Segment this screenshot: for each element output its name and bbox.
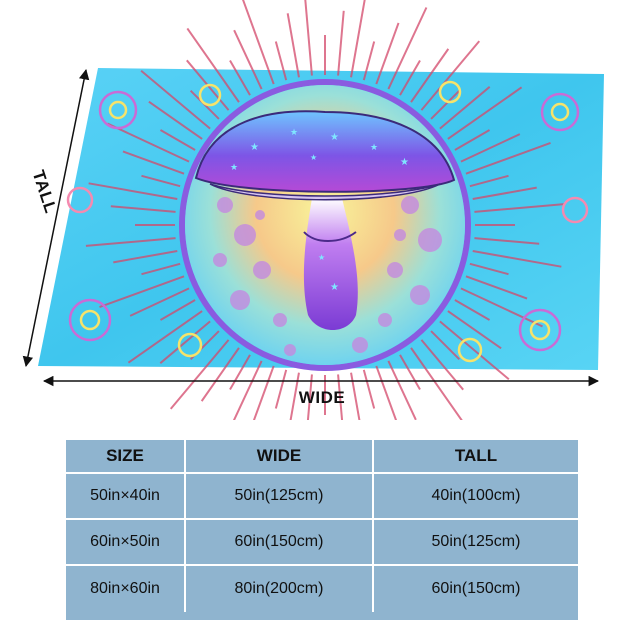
ray-line bbox=[472, 250, 562, 268]
ray-line bbox=[387, 360, 417, 420]
tall-dimension-arrow bbox=[22, 68, 90, 368]
ray-line bbox=[469, 174, 509, 188]
size-table: SIZE WIDE TALL 50in×40in 50in(125cm) 40i… bbox=[66, 440, 578, 620]
ray-line bbox=[99, 275, 185, 309]
ray-line bbox=[387, 7, 428, 90]
ray-line bbox=[399, 59, 421, 96]
ray-line bbox=[286, 13, 300, 78]
ray-line bbox=[129, 287, 190, 317]
ray-line bbox=[350, 0, 366, 78]
circle-spots bbox=[213, 196, 442, 356]
ray-line bbox=[159, 129, 196, 151]
ray-line bbox=[454, 129, 491, 151]
header-wide: WIDE bbox=[186, 440, 374, 474]
ray-line bbox=[465, 275, 528, 300]
ray-line bbox=[122, 150, 185, 175]
svg-text:★: ★ bbox=[310, 153, 317, 162]
ray-line bbox=[186, 27, 240, 103]
ray-line bbox=[362, 41, 376, 81]
ray-line bbox=[88, 182, 178, 200]
ray-line bbox=[85, 237, 176, 247]
svg-text:★: ★ bbox=[330, 282, 339, 293]
ray-line bbox=[474, 237, 540, 245]
svg-text:★: ★ bbox=[318, 253, 325, 262]
header-tall: TALL bbox=[374, 440, 578, 474]
ray-line bbox=[469, 262, 509, 276]
ray-line bbox=[460, 133, 521, 163]
ray-line bbox=[304, 0, 313, 76]
mushroom-stem bbox=[303, 198, 358, 330]
ray-line bbox=[242, 0, 275, 85]
ray-line bbox=[439, 86, 491, 130]
ray-line bbox=[110, 205, 176, 213]
ray-line bbox=[232, 360, 263, 420]
row-2-size: 60in×50in bbox=[66, 520, 186, 566]
ray-line bbox=[420, 40, 481, 111]
svg-text:★: ★ bbox=[370, 143, 378, 153]
row-2-wide: 60in(150cm) bbox=[186, 520, 374, 566]
ray-line bbox=[460, 287, 543, 328]
ray-line bbox=[454, 299, 491, 321]
svg-text:★: ★ bbox=[230, 163, 238, 173]
mushroom-cap bbox=[194, 110, 456, 193]
row-1-tall: 40in(100cm) bbox=[374, 474, 578, 520]
wide-label: WIDE bbox=[298, 388, 346, 407]
ray-line bbox=[141, 174, 181, 188]
row-1-size: 50in×40in bbox=[66, 474, 186, 520]
ray-line bbox=[474, 203, 565, 213]
ray-line bbox=[229, 59, 251, 96]
mushroom-gills bbox=[209, 183, 441, 201]
svg-text:★: ★ bbox=[330, 132, 339, 143]
row-3-wide: 80in(200cm) bbox=[186, 566, 374, 612]
ray-line bbox=[430, 89, 461, 120]
row-3-tall: 60in(150cm) bbox=[431, 580, 521, 597]
ray-line bbox=[410, 48, 450, 103]
ray-line bbox=[107, 122, 190, 163]
ray-line bbox=[233, 29, 263, 90]
row-3-size: 80in×60in bbox=[66, 566, 186, 612]
ray-line bbox=[159, 320, 211, 364]
ray-line bbox=[127, 310, 203, 364]
ray-line bbox=[289, 372, 300, 420]
header-size: SIZE bbox=[66, 440, 186, 474]
ray-line bbox=[439, 320, 510, 381]
ray-line bbox=[337, 10, 345, 76]
blanket-image: ★ ★ ★ ★ ★ ★ ★ ★ ★ bbox=[38, 0, 604, 420]
ray-line bbox=[113, 250, 178, 264]
ray-line bbox=[140, 69, 211, 130]
svg-text:★: ★ bbox=[290, 128, 298, 138]
row-1-wide: 50in(125cm) bbox=[186, 474, 374, 520]
svg-text:★: ★ bbox=[400, 157, 409, 168]
ray-line bbox=[337, 374, 344, 420]
svg-text:★: ★ bbox=[250, 142, 259, 153]
ray-line bbox=[465, 141, 551, 175]
ray-line bbox=[430, 330, 461, 361]
ray-line bbox=[200, 347, 240, 402]
product-illustration: ★ ★ ★ ★ ★ ★ ★ ★ ★ bbox=[22, 0, 604, 420]
row-2-tall: 50in(125cm) bbox=[374, 520, 578, 566]
ray-line bbox=[274, 41, 288, 81]
central-circle-border bbox=[179, 79, 471, 371]
ray-line bbox=[159, 299, 196, 321]
ray-line bbox=[472, 186, 537, 200]
ray-line bbox=[447, 86, 523, 140]
ray-line bbox=[148, 100, 203, 140]
ray-line bbox=[169, 339, 230, 410]
ray-line bbox=[141, 262, 181, 276]
ray-line bbox=[447, 310, 502, 350]
cap-stars: ★ ★ ★ ★ ★ ★ ★ ★ ★ bbox=[230, 128, 409, 293]
ray-line bbox=[375, 22, 400, 85]
